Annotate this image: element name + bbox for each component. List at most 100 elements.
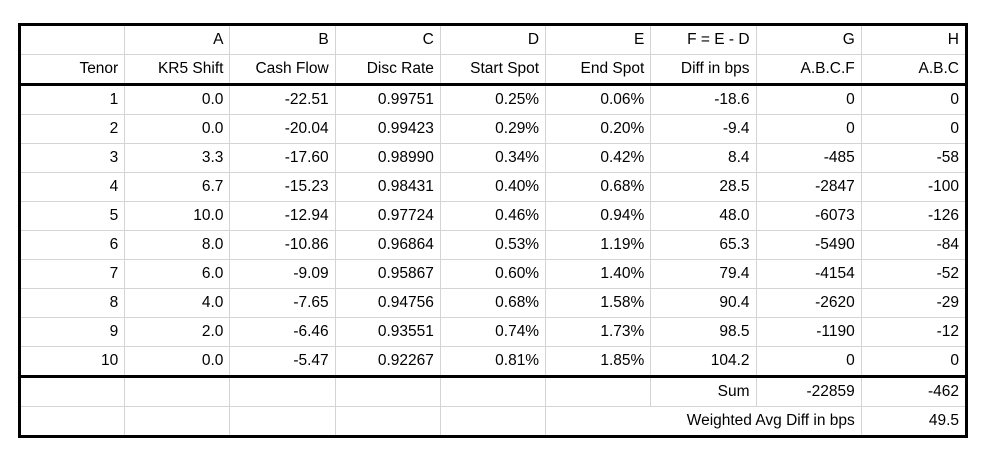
empty-cell[interactable] [18, 406, 126, 437]
cell-end-spot[interactable]: 1.19% [545, 230, 652, 260]
cell-tenor[interactable]: 5 [18, 201, 126, 231]
cell-diff-bps[interactable]: 98.5 [650, 317, 757, 347]
cell-diff-bps[interactable]: 79.4 [650, 259, 757, 289]
cell-diff-bps[interactable]: -18.6 [650, 84, 757, 115]
empty-cell[interactable] [439, 376, 547, 407]
cell-start-spot[interactable]: 0.46% [439, 201, 547, 231]
cell-end-spot[interactable]: 0.42% [545, 143, 652, 173]
cell-tenor[interactable]: 6 [18, 230, 126, 260]
empty-cell[interactable] [124, 376, 231, 407]
cell-diff-bps[interactable]: -9.4 [650, 114, 757, 144]
cell-disc-rate[interactable]: 0.99751 [334, 84, 441, 115]
cell-end-spot[interactable]: 1.73% [545, 317, 652, 347]
sum-abcf-total-cell[interactable]: -22859 [755, 376, 862, 407]
empty-cell[interactable] [439, 406, 547, 437]
cell-start-spot[interactable]: 0.74% [439, 317, 547, 347]
header-cell-letter-b[interactable]: B [229, 24, 336, 55]
cell-abc[interactable]: -126 [860, 201, 968, 231]
cell-disc-rate[interactable]: 0.96864 [334, 230, 441, 260]
cell-abc[interactable]: -100 [860, 172, 968, 202]
cell-kr5-shift[interactable]: 8.0 [124, 230, 231, 260]
header-cell-start-spot[interactable]: Start Spot [439, 54, 547, 86]
cell-abcf[interactable]: -1190 [755, 317, 862, 347]
header-cell-tenor[interactable]: Tenor [18, 54, 126, 86]
cell-abcf[interactable]: 0 [755, 346, 862, 378]
header-cell-end-spot[interactable]: End Spot [545, 54, 652, 86]
cell-tenor[interactable]: 3 [18, 143, 126, 173]
cell-abcf[interactable]: -4154 [755, 259, 862, 289]
header-cell-cash-flow[interactable]: Cash Flow [229, 54, 336, 86]
cell-start-spot[interactable]: 0.53% [439, 230, 547, 260]
cell-end-spot[interactable]: 0.68% [545, 172, 652, 202]
header-cell-disc-rate[interactable]: Disc Rate [334, 54, 441, 86]
cell-diff-bps[interactable]: 28.5 [650, 172, 757, 202]
cell-cash-flow[interactable]: -7.65 [229, 288, 336, 318]
cell-abc[interactable]: -29 [860, 288, 968, 318]
cell-tenor[interactable]: 4 [18, 172, 126, 202]
weighted-avg-value-cell[interactable]: 49.5 [860, 406, 968, 437]
header-cell-letter-e[interactable]: E [545, 24, 652, 55]
empty-cell[interactable] [229, 376, 336, 407]
cell-cash-flow[interactable]: -6.46 [229, 317, 336, 347]
cell-start-spot[interactable]: 0.29% [439, 114, 547, 144]
cell-abc[interactable]: -58 [860, 143, 968, 173]
sum-label-cell[interactable]: Sum [650, 376, 757, 407]
empty-cell[interactable] [124, 406, 231, 437]
cell-disc-rate[interactable]: 0.98990 [334, 143, 441, 173]
weighted-avg-label-cell[interactable]: Weighted Avg Diff in bps [545, 406, 862, 437]
cell-diff-bps[interactable]: 8.4 [650, 143, 757, 173]
cell-disc-rate[interactable]: 0.97724 [334, 201, 441, 231]
cell-diff-bps[interactable]: 90.4 [650, 288, 757, 318]
cell-abcf[interactable]: -2847 [755, 172, 862, 202]
cell-cash-flow[interactable]: -17.60 [229, 143, 336, 173]
header-cell-abc[interactable]: A.B.C [860, 54, 968, 86]
cell-disc-rate[interactable]: 0.95867 [334, 259, 441, 289]
empty-cell[interactable] [334, 406, 441, 437]
cell-cash-flow[interactable]: -9.09 [229, 259, 336, 289]
cell-disc-rate[interactable]: 0.98431 [334, 172, 441, 202]
cell-abc[interactable]: 0 [860, 346, 968, 378]
header-cell-letter-h[interactable]: H [860, 24, 968, 55]
cell-abc[interactable]: 0 [860, 84, 968, 115]
cell-tenor[interactable]: 7 [18, 259, 126, 289]
cell-abc[interactable]: 0 [860, 114, 968, 144]
cell-disc-rate[interactable]: 0.92267 [334, 346, 441, 378]
cell-end-spot[interactable]: 1.40% [545, 259, 652, 289]
cell-end-spot[interactable]: 0.06% [545, 84, 652, 115]
cell-cash-flow[interactable]: -22.51 [229, 84, 336, 115]
cell-start-spot[interactable]: 0.25% [439, 84, 547, 115]
cell-end-spot[interactable]: 0.94% [545, 201, 652, 231]
header-cell-letter-g[interactable]: G [755, 24, 862, 55]
cell-start-spot[interactable]: 0.60% [439, 259, 547, 289]
cell-start-spot[interactable]: 0.34% [439, 143, 547, 173]
cell-cash-flow[interactable]: -5.47 [229, 346, 336, 378]
cell-kr5-shift[interactable]: 4.0 [124, 288, 231, 318]
header-cell-letter-d[interactable]: D [439, 24, 547, 55]
empty-cell[interactable] [229, 406, 336, 437]
cell-abc[interactable]: -12 [860, 317, 968, 347]
cell-abcf[interactable]: -6073 [755, 201, 862, 231]
cell-diff-bps[interactable]: 48.0 [650, 201, 757, 231]
sum-abc-total-cell[interactable]: -462 [860, 376, 968, 407]
cell-tenor[interactable]: 2 [18, 114, 126, 144]
header-cell-blank[interactable] [18, 24, 126, 55]
cell-cash-flow[interactable]: -10.86 [229, 230, 336, 260]
cell-start-spot[interactable]: 0.81% [439, 346, 547, 378]
cell-end-spot[interactable]: 1.85% [545, 346, 652, 378]
cell-abcf[interactable]: -5490 [755, 230, 862, 260]
header-cell-abcf[interactable]: A.B.C.F [755, 54, 862, 86]
cell-kr5-shift[interactable]: 6.0 [124, 259, 231, 289]
cell-kr5-shift[interactable]: 0.0 [124, 114, 231, 144]
cell-abc[interactable]: -84 [860, 230, 968, 260]
header-cell-letter-c[interactable]: C [334, 24, 441, 55]
cell-cash-flow[interactable]: -12.94 [229, 201, 336, 231]
cell-kr5-shift[interactable]: 0.0 [124, 84, 231, 115]
empty-cell[interactable] [18, 376, 126, 407]
cell-cash-flow[interactable]: -15.23 [229, 172, 336, 202]
cell-diff-bps[interactable]: 65.3 [650, 230, 757, 260]
cell-end-spot[interactable]: 0.20% [545, 114, 652, 144]
cell-end-spot[interactable]: 1.58% [545, 288, 652, 318]
cell-tenor[interactable]: 9 [18, 317, 126, 347]
cell-start-spot[interactable]: 0.68% [439, 288, 547, 318]
cell-diff-bps[interactable]: 104.2 [650, 346, 757, 378]
